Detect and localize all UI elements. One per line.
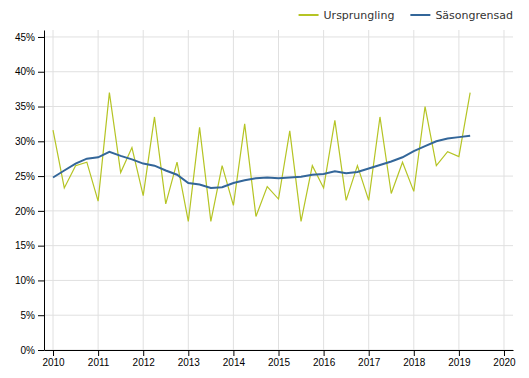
- plot: 2010 2011 2012 2013 2014 2015 2016 2017 2018 2019…: [15, 30, 516, 368]
- tick: 2018: [403, 350, 426, 368]
- tick: 5%: [21, 310, 44, 321]
- tick-mark: [38, 350, 44, 351]
- tick-label: 5%: [21, 310, 36, 321]
- tick-label: 20%: [15, 206, 35, 217]
- grid-line: [458, 30, 459, 350]
- tick-mark: [188, 350, 189, 356]
- tick: 45%: [15, 32, 44, 43]
- grid-line: [98, 30, 99, 350]
- legend-label: Ursprungling: [324, 9, 395, 22]
- tick: 2014: [223, 350, 246, 368]
- grid-line: [368, 30, 369, 350]
- tick: 2020: [493, 350, 516, 368]
- tick-mark: [53, 350, 54, 356]
- legend-item: Säsongrensad: [410, 9, 513, 22]
- legend-item: Ursprungling: [299, 9, 395, 22]
- tick-mark: [38, 315, 44, 316]
- grid-line: [323, 30, 324, 350]
- tick-label: 0%: [21, 345, 36, 356]
- tick-label: 45%: [15, 32, 35, 43]
- series-line: [53, 136, 470, 188]
- tick-mark: [38, 37, 44, 38]
- grid: [44, 30, 513, 350]
- tick: 40%: [15, 66, 44, 77]
- legend-swatch: [410, 14, 430, 16]
- tick-label: 2017: [358, 357, 381, 368]
- grid-line: [53, 30, 54, 350]
- legend: Ursprungling Säsongrensad: [299, 9, 513, 22]
- legend-swatch: [299, 14, 319, 16]
- tick: 2017: [358, 350, 381, 368]
- tick: 15%: [15, 240, 44, 251]
- tick-mark: [38, 107, 44, 108]
- tick-mark: [38, 176, 44, 177]
- tick-mark: [38, 211, 44, 212]
- series-group: [53, 93, 470, 222]
- tick-label: 2012: [133, 357, 156, 368]
- tick-mark: [504, 350, 505, 356]
- tick-label: 2013: [178, 357, 201, 368]
- y-axis: 0% 5% 10% 15% 20% 25% 30% 35% 40% 45%: [15, 31, 45, 356]
- tick-mark: [233, 350, 234, 356]
- tick: 10%: [15, 275, 44, 286]
- tick: 2012: [133, 350, 156, 368]
- tick-mark: [98, 350, 99, 356]
- tick-mark: [279, 350, 280, 356]
- axis-line: [44, 31, 45, 351]
- tick-label: 2011: [88, 357, 110, 368]
- tick-label: 25%: [15, 171, 35, 182]
- tick-mark: [38, 72, 44, 73]
- tick-mark: [414, 350, 415, 356]
- tick-label: 2010: [42, 357, 65, 368]
- tick: 30%: [15, 136, 44, 147]
- tick-label: 2015: [268, 357, 291, 368]
- tick: 2015: [268, 350, 291, 368]
- tick: 2011: [88, 350, 110, 368]
- tick-mark: [38, 246, 44, 247]
- tick: 2019: [448, 350, 471, 368]
- tick: 2010: [42, 350, 65, 368]
- tick-mark: [369, 350, 370, 356]
- tick-label: 30%: [15, 136, 35, 147]
- tick-label: 2018: [403, 357, 426, 368]
- chart: 2010 2011 2012 2013 2014 2015 2016 2017 2018 2019…: [0, 0, 529, 378]
- tick: 2016: [313, 350, 336, 368]
- tick-label: 35%: [15, 101, 35, 112]
- tick: 20%: [15, 206, 44, 217]
- tick-mark: [459, 350, 460, 356]
- tick-label: 15%: [15, 240, 35, 251]
- legend-label: Säsongrensad: [435, 9, 513, 22]
- tick-label: 2016: [313, 357, 336, 368]
- series-line: [53, 93, 470, 222]
- tick-label: 2014: [223, 357, 246, 368]
- x-axis: 2010 2011 2012 2013 2014 2015 2016 2017 2018 2019…: [42, 350, 516, 368]
- tick-mark: [38, 141, 44, 142]
- tick: 0%: [21, 345, 44, 356]
- tick-mark: [324, 350, 325, 356]
- tick: 2013: [178, 350, 201, 368]
- tick: 25%: [15, 171, 44, 182]
- tick-mark: [143, 350, 144, 356]
- tick-label: 10%: [15, 275, 35, 286]
- tick-label: 40%: [15, 66, 35, 77]
- grid-line: [188, 30, 189, 350]
- grid-line: [503, 30, 504, 350]
- grid-line: [233, 30, 234, 350]
- tick: 35%: [15, 101, 44, 112]
- tick-mark: [38, 280, 44, 281]
- tick-label: 2020: [493, 357, 516, 368]
- grid-line: [278, 30, 279, 350]
- tick-label: 2019: [448, 357, 471, 368]
